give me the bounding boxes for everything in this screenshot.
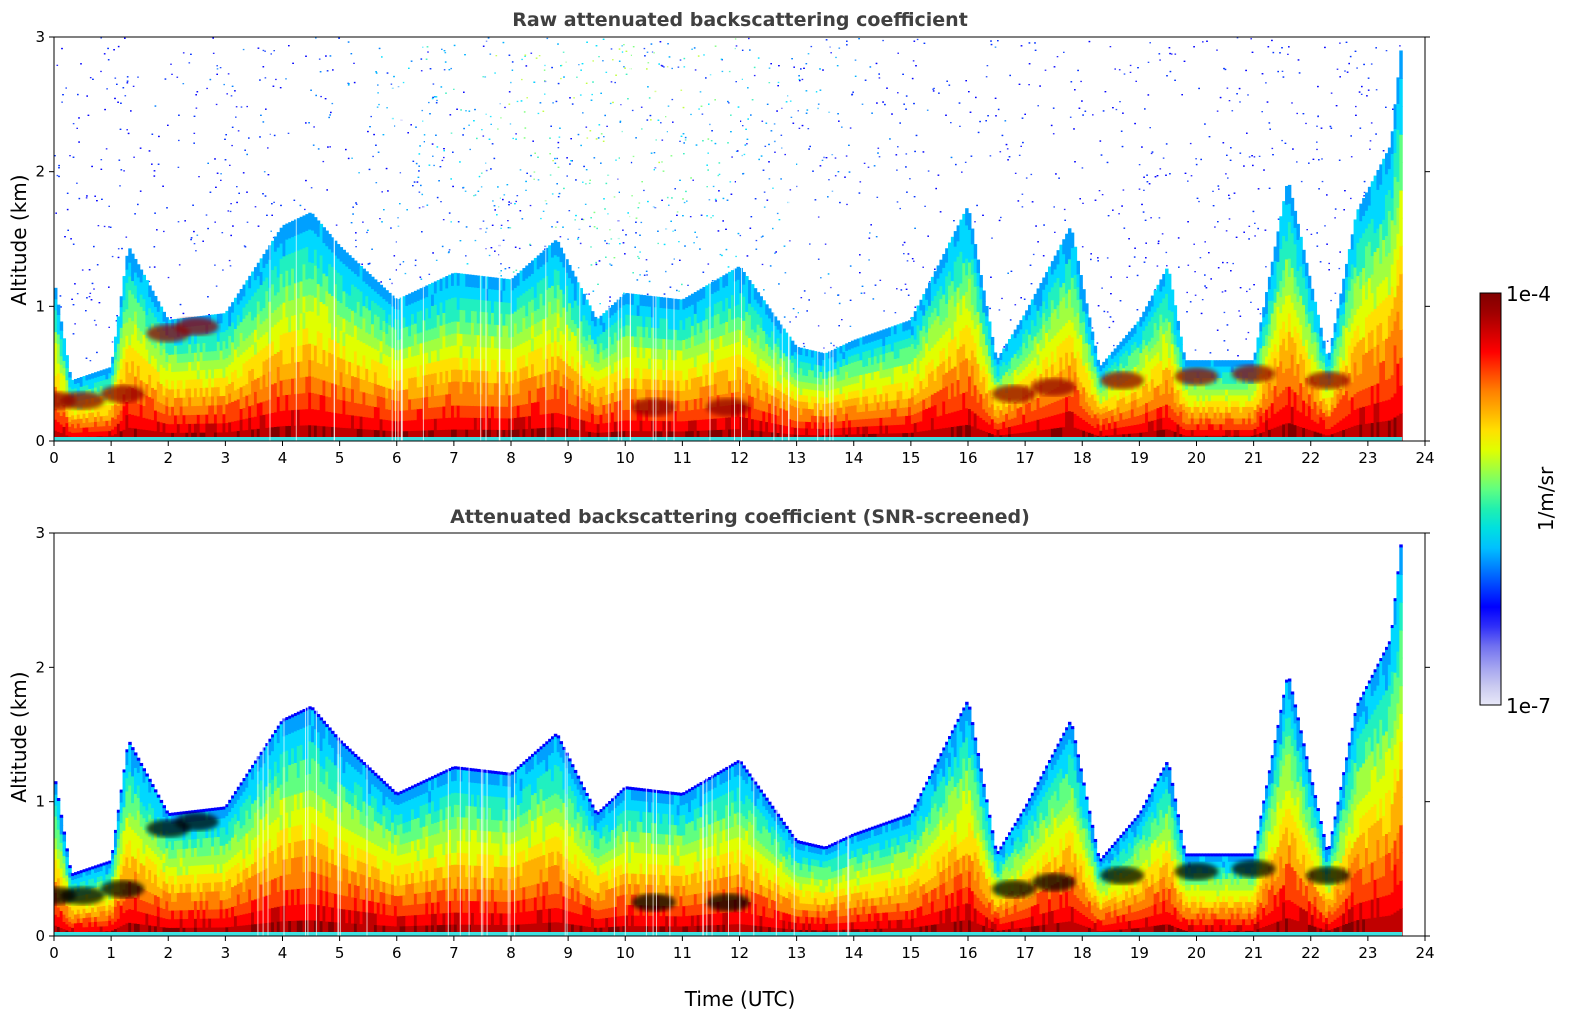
y-tick-label: 1 <box>35 297 45 315</box>
x-tick-label: 8 <box>506 449 516 467</box>
x-tick-label: 7 <box>449 944 459 962</box>
backscatter-columns <box>54 50 1403 441</box>
x-tick-label: 4 <box>278 944 288 962</box>
y-tick-label: 0 <box>35 432 45 450</box>
y-tick-label: 0 <box>35 927 45 945</box>
x-tick-label: 24 <box>1415 449 1434 467</box>
y-tick-label: 3 <box>35 524 45 542</box>
x-tick-label: 10 <box>616 944 635 962</box>
dense-layer-marks <box>54 812 1350 912</box>
x-tick-label: 18 <box>1073 449 1092 467</box>
panel-raw-ticks: 0 1 2 3 4 5 6 7 8 9 10 11 12 13 14 15 16 17 18 19 20 21 22 23 24… <box>35 28 1434 467</box>
panel-raw-title: Raw attenuated backscattering coefficien… <box>512 9 968 31</box>
x-tick-label: 23 <box>1358 449 1377 467</box>
noise-speckle <box>54 37 1401 362</box>
data-gap-lines <box>257 533 850 936</box>
x-tick-label: 0 <box>49 944 59 962</box>
x-tick-label: 15 <box>901 449 920 467</box>
y-tick-label: 3 <box>35 28 45 46</box>
x-tick-label: 5 <box>335 449 345 467</box>
heatmap-field-0 <box>54 37 1403 441</box>
x-tick-label: 20 <box>1187 449 1206 467</box>
panel-screened: Attenuated backscattering coefficient (S… <box>7 506 1435 1011</box>
x-tick-label: 22 <box>1301 944 1320 962</box>
heatmap-field-1 <box>54 533 1403 936</box>
colorbar-scale <box>1479 292 1502 706</box>
x-tick-label: 2 <box>163 944 173 962</box>
surface-stripe <box>54 437 1403 441</box>
x-tick-label: 13 <box>787 944 806 962</box>
x-tick-label: 15 <box>901 944 920 962</box>
y-tick-label: 1 <box>35 793 45 811</box>
x-tick-label: 21 <box>1244 944 1263 962</box>
x-tick-label: 8 <box>506 944 516 962</box>
x-tick-label: 4 <box>278 449 288 467</box>
panel-raw-plot <box>53 36 1426 442</box>
x-tick-label: 1 <box>106 944 116 962</box>
x-tick-label: 16 <box>958 944 977 962</box>
x-tick-label: 6 <box>392 944 402 962</box>
panel-screened-title: Attenuated backscattering coefficient (S… <box>450 506 1030 528</box>
x-tick-label: 11 <box>673 449 692 467</box>
x-tick-label: 10 <box>616 449 635 467</box>
x-tick-label: 9 <box>563 944 573 962</box>
backscatter-columns <box>54 544 1403 936</box>
dense-layer-marks <box>54 317 1350 417</box>
x-tick-label: 19 <box>1130 944 1149 962</box>
x-tick-label: 1 <box>106 449 116 467</box>
x-tick-label: 16 <box>958 449 977 467</box>
x-tick-label: 22 <box>1301 449 1320 467</box>
x-tick-label: 19 <box>1130 449 1149 467</box>
x-tick-label: 6 <box>392 449 402 467</box>
x-tick-label: 13 <box>787 449 806 467</box>
x-tick-label: 2 <box>163 449 173 467</box>
x-tick-label: 3 <box>221 944 231 962</box>
x-tick-label: 14 <box>844 449 863 467</box>
x-tick-label: 24 <box>1415 944 1434 962</box>
panel-raw-ylabel: Altitude (km) <box>7 174 31 305</box>
x-tick-label: 0 <box>49 449 59 467</box>
x-tick-label: 5 <box>335 944 345 962</box>
panel-raw: Raw attenuated backscattering coefficien… <box>7 9 1435 467</box>
colorbar-min-label: 1e-7 <box>1506 694 1551 718</box>
x-tick-label: 12 <box>730 449 749 467</box>
colorbar: 1e-4 1e-7 1/m/sr <box>1479 282 1558 718</box>
x-tick-label: 21 <box>1244 449 1263 467</box>
y-tick-label: 2 <box>35 163 45 181</box>
x-tick-label: 11 <box>673 944 692 962</box>
x-tick-label: 17 <box>1016 449 1035 467</box>
panel-screened-xlabel: Time (UTC) <box>684 987 796 1011</box>
x-tick-label: 9 <box>563 449 573 467</box>
x-tick-label: 14 <box>844 944 863 962</box>
x-tick-label: 18 <box>1073 944 1092 962</box>
panel-screened-ylabel: Altitude (km) <box>7 671 31 802</box>
x-tick-label: 12 <box>730 944 749 962</box>
x-tick-label: 17 <box>1016 944 1035 962</box>
x-tick-label: 3 <box>221 449 231 467</box>
y-tick-label: 2 <box>35 658 45 676</box>
x-tick-label: 23 <box>1358 944 1377 962</box>
colorbar-label: 1/m/sr <box>1534 466 1558 531</box>
x-tick-label: 7 <box>449 449 459 467</box>
data-gap-lines <box>269 37 834 441</box>
colorbar-max-label: 1e-4 <box>1506 282 1551 306</box>
x-tick-label: 20 <box>1187 944 1206 962</box>
panel-screened-ticks: 0 1 2 3 4 5 6 7 8 9 10 11 12 13 14 15 16 17 18 19 20 21 22 23 24… <box>35 524 1434 962</box>
panel-screened-plot <box>53 532 1426 937</box>
